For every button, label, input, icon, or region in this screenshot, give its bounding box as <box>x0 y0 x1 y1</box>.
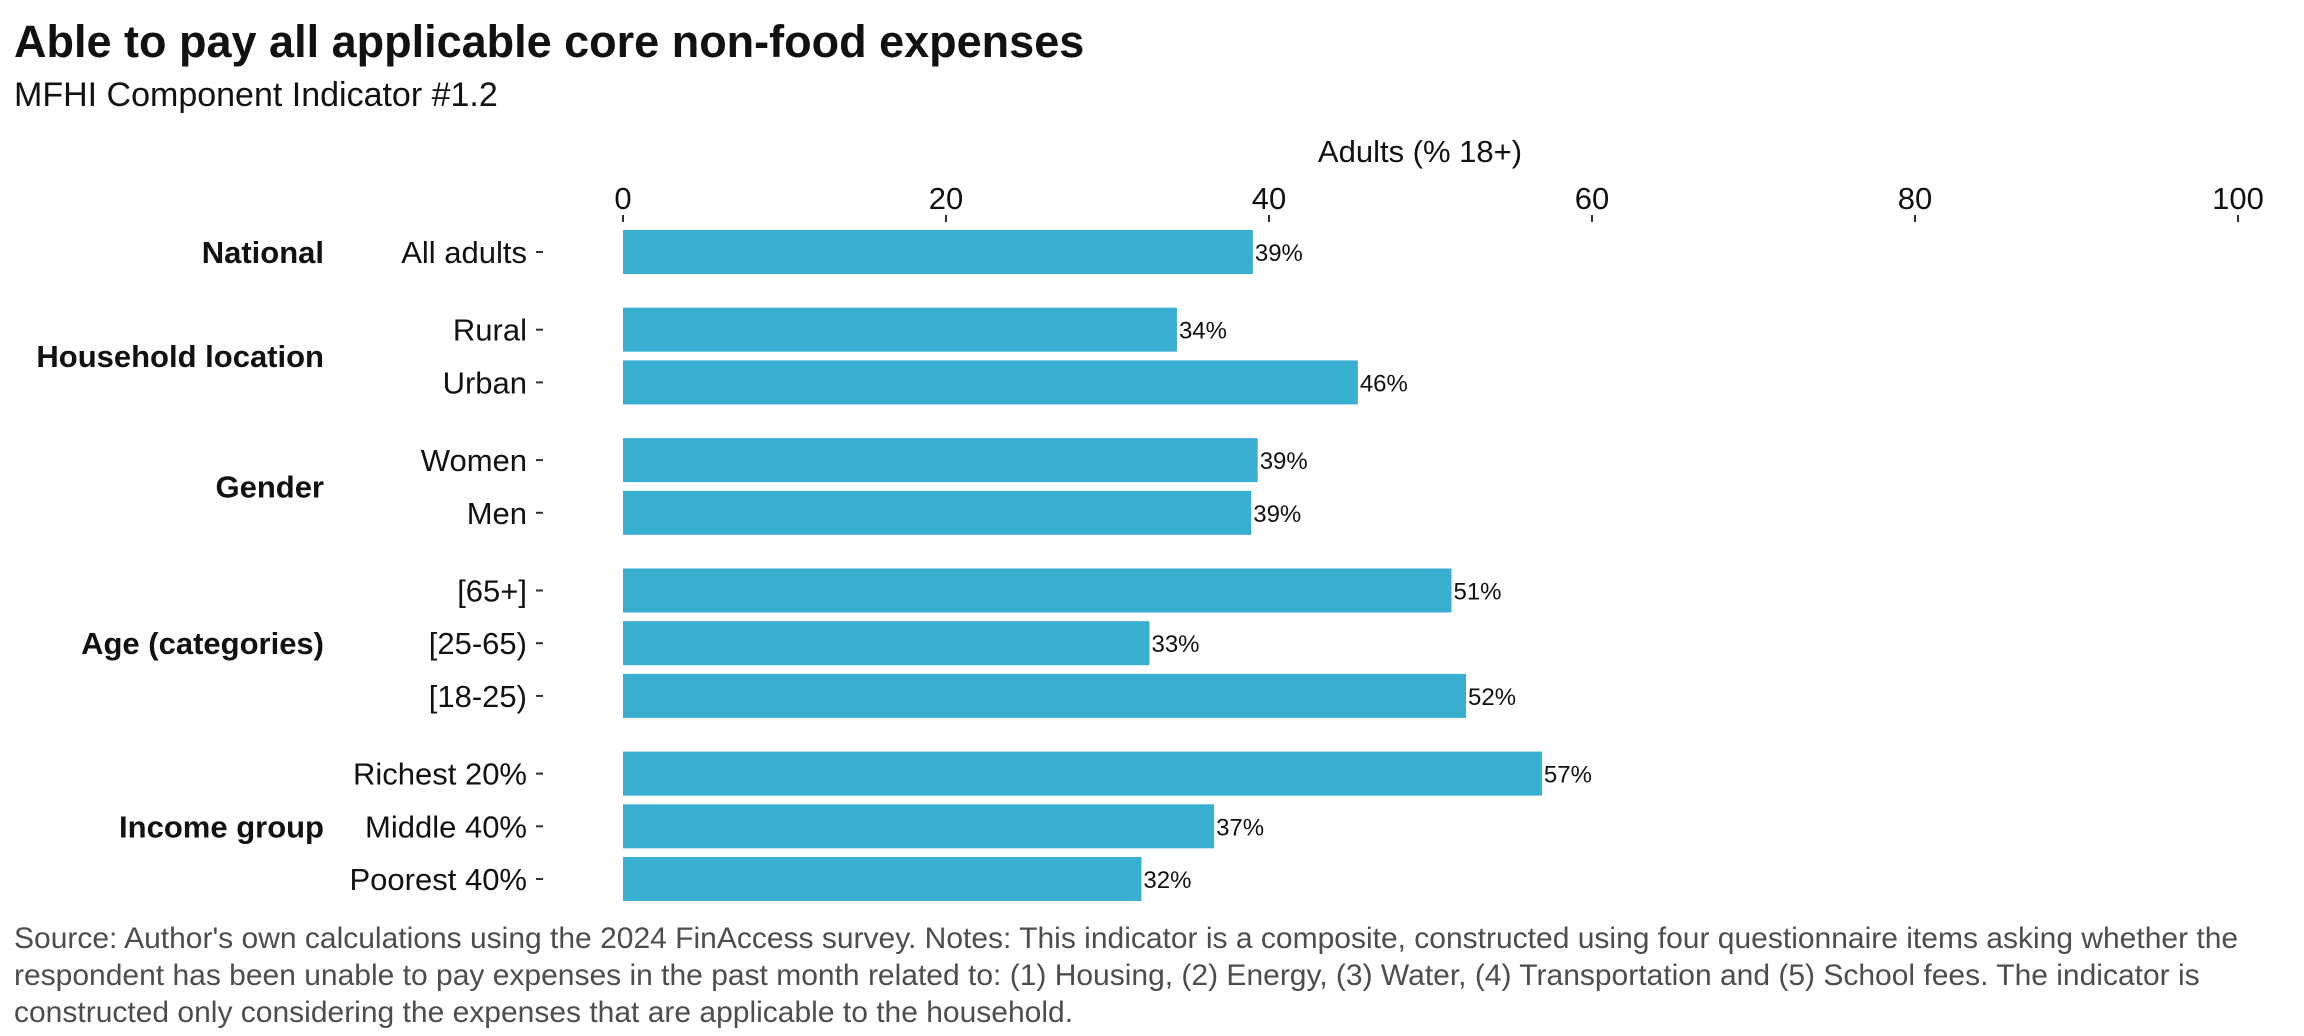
data-label: 46% <box>1360 370 1408 397</box>
bar-group: [65+] 51% [25-65) 33% [18-25) 52% Age (categor… <box>81 568 1516 718</box>
bar <box>623 230 1253 274</box>
category-label: Men <box>467 496 527 531</box>
x-tick-label: 100 <box>2212 181 2264 216</box>
category-label: Rural <box>453 313 527 348</box>
data-label: 37% <box>1216 814 1264 841</box>
data-label: 39% <box>1255 240 1303 267</box>
x-tick-label: 0 <box>614 181 631 216</box>
category-label: All adults <box>401 235 527 270</box>
bar <box>623 360 1358 405</box>
x-tick-label: 40 <box>1252 181 1286 216</box>
category-label: Women <box>421 443 527 478</box>
category-label: [65+] <box>457 574 527 609</box>
x-axis-label: Adults (% 18+) <box>1318 134 1522 169</box>
bar <box>623 490 1252 535</box>
x-axis: 0 20 40 60 80 100 <box>614 181 2264 222</box>
category-label: Urban <box>443 365 527 400</box>
source-note: Source: Author's own calculations using … <box>14 922 2239 1029</box>
x-tick-label: 60 <box>1575 181 1609 216</box>
bar-group: All adults 39% National <box>202 230 1303 274</box>
bar <box>623 751 1542 796</box>
bar <box>623 857 1142 901</box>
x-tick-label: 20 <box>929 181 963 216</box>
bar <box>623 438 1258 483</box>
bar-group: Richest 20% 57% Middle 40% 37% Poorest 40% 32… <box>119 751 1592 901</box>
category-label: Middle 40% <box>365 809 527 844</box>
chart-title: Able to pay all applicable core non-food… <box>14 16 1085 67</box>
data-label: 51% <box>1453 579 1501 606</box>
data-label: 39% <box>1260 448 1308 475</box>
bar <box>623 307 1177 352</box>
data-label: 39% <box>1253 501 1301 528</box>
bar-group: Women 39% Men 39% Gender <box>215 438 1308 535</box>
bar <box>623 804 1215 849</box>
data-label: 57% <box>1544 762 1592 789</box>
group-label: Income group <box>119 809 324 844</box>
data-label: 33% <box>1151 631 1199 658</box>
group-label: Household location <box>36 339 324 374</box>
bar-group: Rural 34% Urban 46% Household location <box>36 307 1408 405</box>
bar <box>623 621 1150 666</box>
category-label: Poorest 40% <box>350 862 528 897</box>
category-label: Richest 20% <box>353 757 527 792</box>
data-label: 34% <box>1179 318 1227 345</box>
category-label: [25-65) <box>429 626 527 661</box>
group-label: Age (categories) <box>81 626 324 661</box>
category-groups: All adults 39% National Rural 34% Urban 46% Hou… <box>36 230 1592 901</box>
bar-chart: Adults (% 18+) 0 20 40 60 80 100 All adults 39… <box>36 134 2264 901</box>
data-label: 52% <box>1468 684 1516 711</box>
group-label: Gender <box>215 469 324 504</box>
category-label: [18-25) <box>429 679 527 714</box>
group-label: National <box>202 235 324 270</box>
bar <box>623 673 1467 718</box>
chart-subtitle: MFHI Component Indicator #1.2 <box>14 76 498 114</box>
bar <box>623 568 1452 613</box>
x-tick-label: 80 <box>1898 181 1932 216</box>
data-label: 32% <box>1143 867 1191 894</box>
